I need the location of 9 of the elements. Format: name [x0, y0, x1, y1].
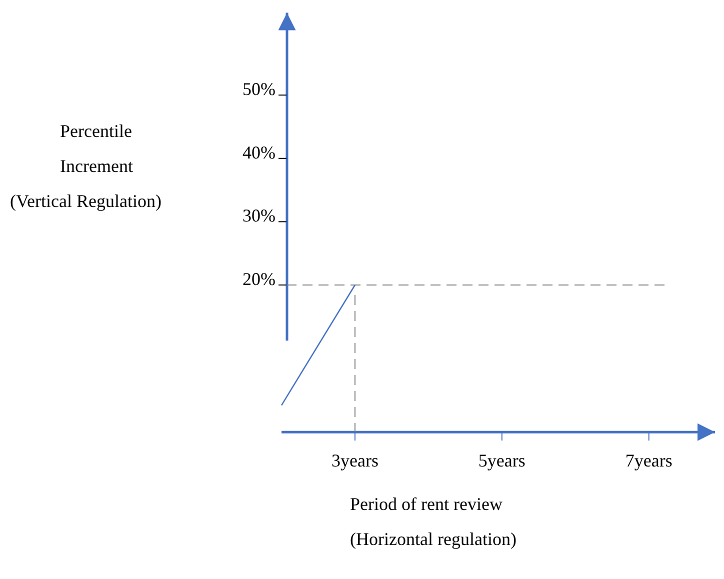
y-tick-label: 30%: [242, 206, 276, 226]
y-tick-label: 40%: [242, 142, 276, 162]
x-tick-label: 5years: [478, 450, 526, 471]
y-axis-title: Percentile Increment (Vertical Regulation): [10, 121, 162, 211]
x-tick-label: 7years: [625, 450, 672, 471]
y-tick-label: 20%: [242, 269, 276, 290]
x-axis-title: Period of rent review (Horizontal regulation): [350, 494, 516, 549]
x-tick-label: 3years: [331, 450, 378, 471]
y-tick-label: 50%: [242, 79, 276, 100]
